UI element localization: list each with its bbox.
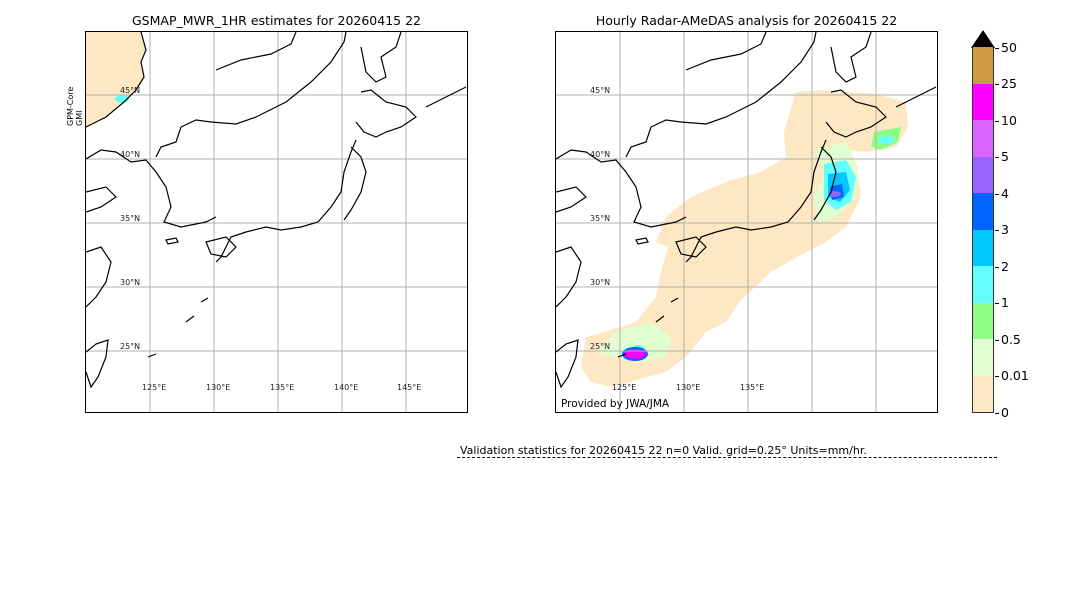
colorbar-extend-arrow	[971, 30, 995, 48]
precip-light-area	[596, 322, 671, 362]
colorbar-label: 10	[1001, 113, 1017, 128]
lat-label: 45°N	[590, 86, 610, 95]
coastlines	[86, 32, 467, 389]
colorbar-segment	[973, 120, 993, 157]
lon-label: 125°E	[612, 383, 636, 392]
colorbar-label: 1	[1001, 295, 1009, 310]
gridlines	[556, 32, 937, 412]
lat-label: 25°N	[590, 342, 610, 351]
lon-label: 130°E	[676, 383, 700, 392]
colorbar-label: 0	[1001, 405, 1009, 420]
right-map-svg: 45°N 40°N 35°N 30°N 25°N 125°E 130°E 135…	[556, 32, 937, 412]
colorbar-tick	[995, 340, 999, 341]
lon-label: 140°E	[334, 383, 358, 392]
lat-label: 30°N	[590, 278, 610, 287]
precip-heavy-area	[829, 191, 841, 197]
colorbar-tick	[995, 194, 999, 195]
colorbar-label: 0.5	[1001, 332, 1021, 347]
left-map-panel: 45°N 40°N 35°N 30°N 25°N 125°E 130°E 135…	[85, 31, 468, 413]
colorbar-label: 25	[1001, 76, 1017, 91]
lat-label: 35°N	[120, 214, 140, 223]
coastlines	[556, 32, 937, 389]
colorbar-tick	[995, 376, 999, 377]
left-map-svg: 45°N 40°N 35°N 30°N 25°N 125°E 130°E 135…	[86, 32, 467, 412]
colorbar-tick	[995, 230, 999, 231]
stats-divider	[457, 457, 997, 458]
colorbar-segment	[973, 156, 993, 193]
colorbar-tick	[995, 48, 999, 49]
right-panel-title: Hourly Radar-AMeDAS analysis for 2026041…	[595, 13, 898, 28]
lat-label: 35°N	[590, 214, 610, 223]
data-credit: Provided by JWA/JMA	[561, 398, 670, 410]
lon-label: 145°E	[397, 383, 421, 392]
lon-label: 135°E	[740, 383, 764, 392]
colorbar-segment	[973, 375, 993, 412]
colorbar-segment	[973, 339, 993, 376]
lat-label: 40°N	[120, 150, 140, 159]
colorbar-label: 2	[1001, 259, 1009, 274]
axis-labels: 45°N 40°N 35°N 30°N 25°N 125°E 130°E 135…	[590, 86, 764, 392]
lon-label: 135°E	[270, 383, 294, 392]
colorbar-label: 50	[1001, 40, 1017, 55]
colorbar-tick	[995, 413, 999, 414]
colorbar-tick	[995, 303, 999, 304]
colorbar-segment	[973, 266, 993, 303]
lon-label: 125°E	[142, 383, 166, 392]
colorbar-segment	[973, 302, 993, 339]
left-panel-title: GSMAP_MWR_1HR estimates for 20260415 22	[132, 13, 421, 28]
sensor-label: GPM-Core GMI	[66, 86, 84, 126]
colorbar-label: 3	[1001, 222, 1009, 237]
lat-label: 45°N	[120, 86, 140, 95]
precip-moderate-area	[878, 136, 894, 144]
colorbar-segment	[973, 83, 993, 120]
gridlines	[86, 32, 467, 412]
colorbar-label: 4	[1001, 186, 1009, 201]
axis-labels: 45°N 40°N 35°N 30°N 25°N 125°E 130°E 135…	[120, 86, 421, 392]
colorbar-label: 5	[1001, 149, 1009, 164]
colorbar-tick	[995, 121, 999, 122]
precip-low-area	[86, 32, 146, 127]
colorbar-segment	[973, 229, 993, 266]
colorbar-segment	[973, 47, 993, 84]
validation-stats: Validation statistics for 20260415 22 n=…	[460, 444, 867, 457]
lat-label: 30°N	[120, 278, 140, 287]
colorbar-tick	[995, 157, 999, 158]
colorbar-tick	[995, 84, 999, 85]
lat-label: 40°N	[590, 150, 610, 159]
right-map-panel: 45°N 40°N 35°N 30°N 25°N 125°E 130°E 135…	[555, 31, 938, 413]
colorbar-segment	[973, 193, 993, 230]
lat-label: 25°N	[120, 342, 140, 351]
colorbar	[972, 47, 994, 413]
colorbar-tick	[995, 267, 999, 268]
colorbar-label: 0.01	[1001, 368, 1029, 383]
lon-label: 130°E	[206, 383, 230, 392]
